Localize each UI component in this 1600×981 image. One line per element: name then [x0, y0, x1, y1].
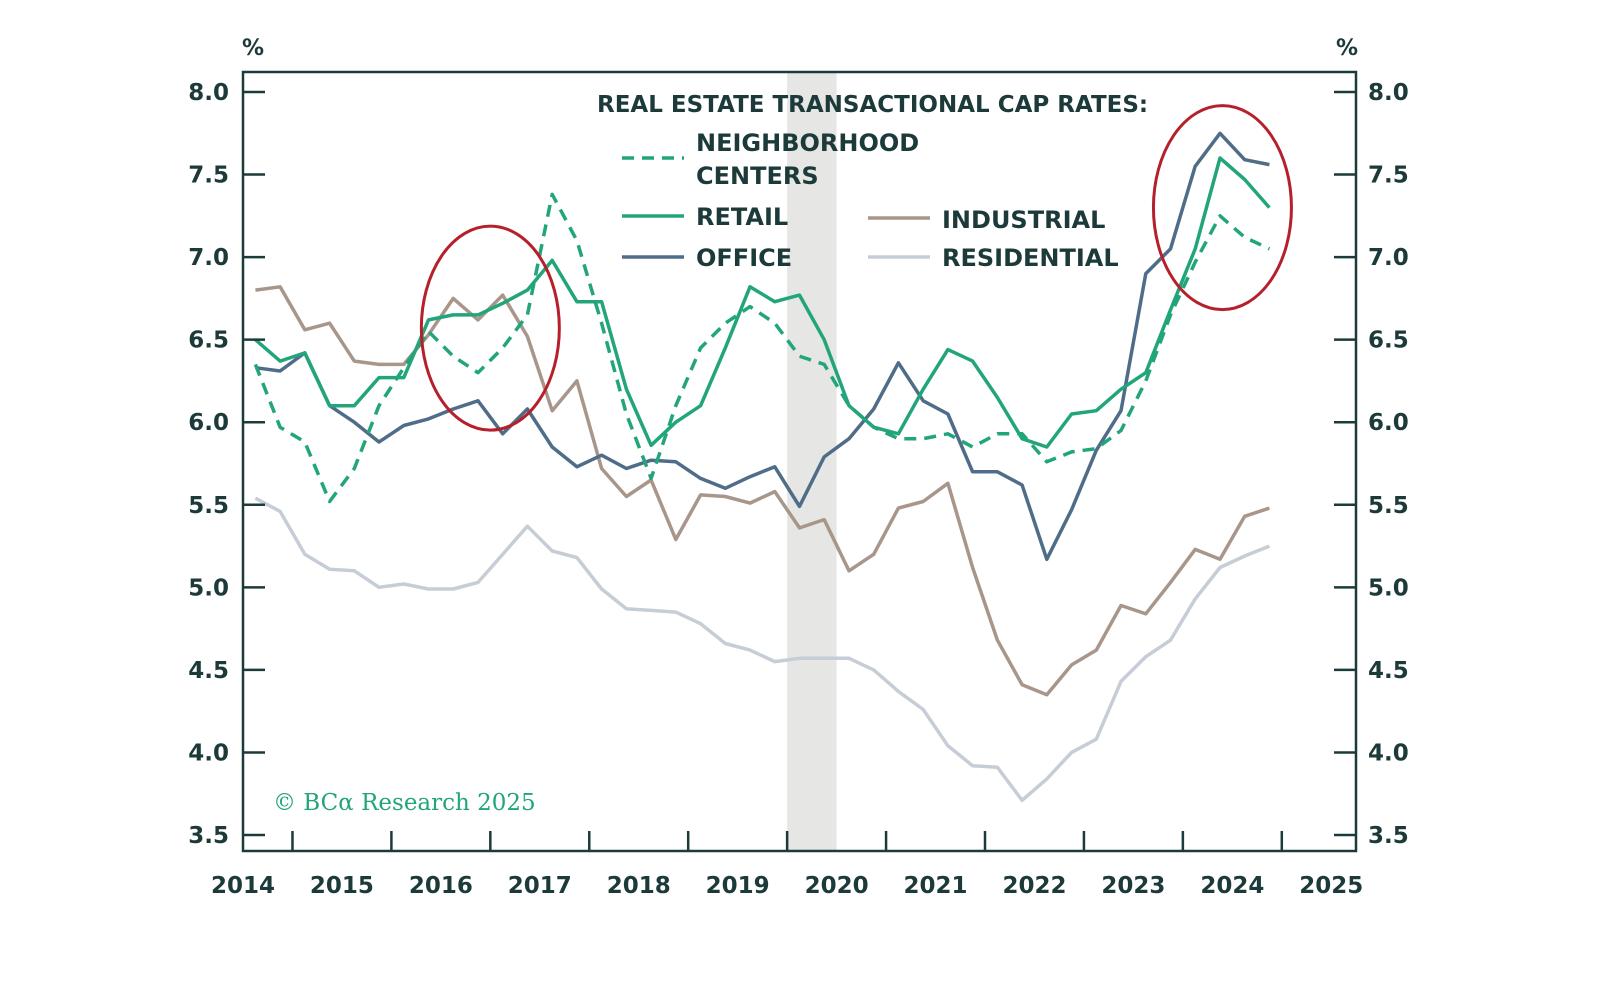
right-y-tick-label: 5.0 — [1368, 575, 1409, 601]
right-axis-unit: % — [1336, 36, 1358, 61]
right-y-tick-label: 6.5 — [1368, 328, 1409, 354]
x-tick-label: 2019 — [706, 873, 770, 899]
x-tick-label: 2016 — [409, 873, 473, 899]
right-y-tick-label: 6.0 — [1368, 410, 1409, 436]
right-y-tick-label: 3.5 — [1368, 823, 1409, 849]
x-tick-label: 2022 — [1002, 873, 1066, 899]
recession-shading-layer — [787, 72, 837, 851]
right-y-tick-label: 7.5 — [1368, 163, 1409, 189]
series-layer — [253, 131, 1271, 803]
x-tick-label: 2021 — [904, 873, 968, 899]
copyright: © BCα Research 2025 — [273, 790, 536, 816]
x-tick-label: 2017 — [508, 873, 572, 899]
legend-label-residential: RESIDENTIAL — [942, 244, 1119, 272]
legend-label-office: OFFICE — [696, 244, 792, 272]
x-tick-label: 2024 — [1200, 873, 1264, 899]
series-line-residential — [254, 496, 1271, 803]
left-y-tick-label: 6.5 — [188, 328, 229, 354]
left-axis-unit: % — [242, 36, 264, 61]
x-tick-label: 2020 — [805, 873, 869, 899]
x-tick-label: 2025 — [1299, 873, 1363, 899]
plot-frame — [241, 70, 1358, 853]
series-line-retail — [254, 156, 1271, 449]
right-y-tick-label: 7.0 — [1368, 245, 1409, 271]
x-tick-label: 2014 — [211, 873, 275, 899]
series-line-office — [255, 131, 1270, 562]
left-y-tick-label: 4.5 — [188, 658, 229, 684]
x-tick-label: 2018 — [607, 873, 671, 899]
x-tick-label: 2015 — [310, 873, 374, 899]
left-y-tick-label: 7.5 — [188, 163, 229, 189]
x-tick-label: 2023 — [1101, 873, 1165, 899]
highlight-circle-layer — [419, 104, 1293, 432]
series-line-industrial — [255, 285, 1270, 697]
highlight-circle — [1151, 104, 1293, 312]
legend-label-neighborhood-centers-line2: CENTERS — [696, 162, 819, 190]
legend-title: REAL ESTATE TRANSACTIONAL CAP RATES: — [597, 92, 1148, 118]
highlight-circle — [419, 224, 561, 432]
recession-shading — [787, 72, 837, 851]
right-y-tick-label: 8.0 — [1368, 80, 1409, 106]
legend: REAL ESTATE TRANSACTIONAL CAP RATES: NEI… — [597, 92, 1148, 272]
legend-label-retail: RETAIL — [696, 203, 788, 231]
legend-label-industrial: INDUSTRIAL — [942, 206, 1105, 234]
left-y-tick-label: 7.0 — [188, 245, 229, 271]
left-y-tick-label: 4.0 — [188, 740, 229, 766]
left-y-tick-label: 6.0 — [188, 410, 229, 436]
left-y-tick-label: 8.0 — [188, 80, 229, 106]
left-y-tick-label: 5.5 — [188, 493, 229, 519]
right-y-tick-label: 4.0 — [1368, 740, 1409, 766]
right-y-tick-label: 5.5 — [1368, 493, 1409, 519]
legend-label-neighborhood-centers-line1: NEIGHBORHOOD — [696, 129, 919, 157]
right-y-tick-label: 4.5 — [1368, 658, 1409, 684]
left-y-tick-label: 3.5 — [188, 823, 229, 849]
axes: 8.0 8.0 7.5 7.5 7.0 7.0 6.5 6.5 6.0 6.0 5.5 5.5 5.0 5… — [188, 70, 1409, 899]
left-y-tick-label: 5.0 — [188, 575, 229, 601]
series-line-neighborhood-centers — [253, 192, 1271, 504]
